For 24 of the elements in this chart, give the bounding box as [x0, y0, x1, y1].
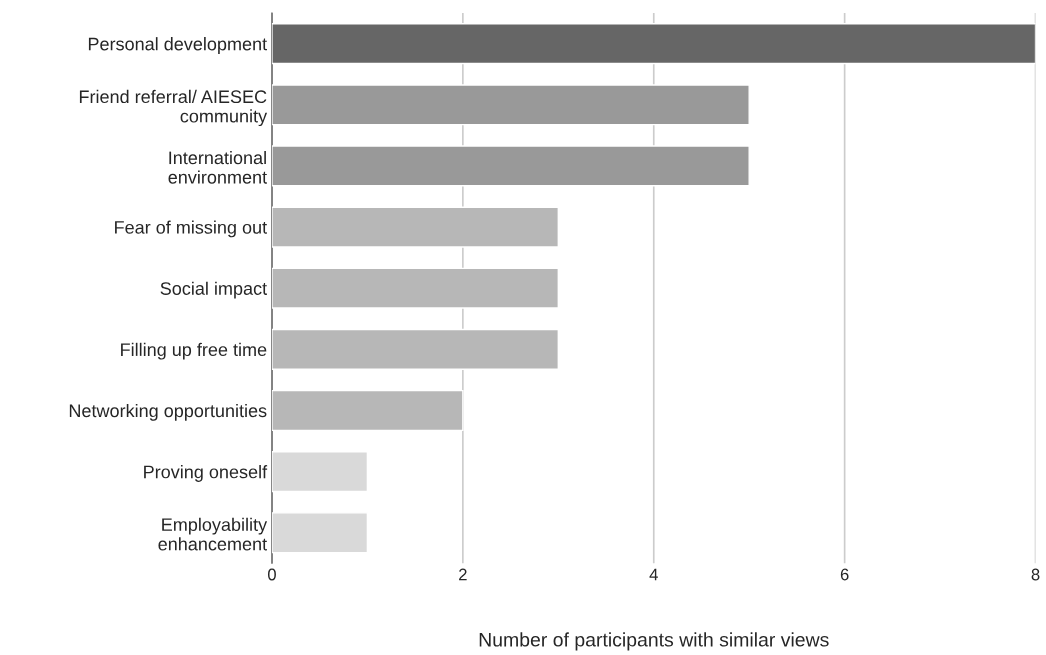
x-tick-label: 4: [649, 568, 658, 581]
y-tick-label: Personal development: [88, 37, 267, 54]
x-tick-label: 0: [267, 568, 276, 581]
x-tick-label: 2: [459, 568, 467, 581]
bar: [271, 389, 464, 432]
bar: [271, 451, 369, 493]
y-tick-label: Networking opportunities: [69, 403, 267, 421]
bar: [271, 206, 559, 248]
bar: [271, 512, 369, 554]
x-tick-label: 6: [840, 568, 849, 581]
bar: [271, 23, 1036, 65]
y-tick-label: Employability enhancement: [158, 517, 268, 551]
y-tick-label: Friend referral/ AIESEC community: [79, 89, 268, 127]
bar: [271, 84, 750, 126]
bar: [271, 267, 559, 309]
y-tick-label: Social impact: [160, 281, 267, 299]
y-tick-label: Fear of missing out: [115, 220, 267, 238]
bar: [271, 145, 750, 187]
y-tick-label: International environment: [168, 150, 267, 184]
x-axis-title: Number of participants with similar views: [479, 632, 829, 651]
bar: [271, 328, 559, 370]
y-tick-label: Proving oneself: [144, 465, 268, 482]
x-tick-label: 8: [1031, 568, 1040, 581]
y-tick-label: Filling up free time: [121, 342, 267, 360]
